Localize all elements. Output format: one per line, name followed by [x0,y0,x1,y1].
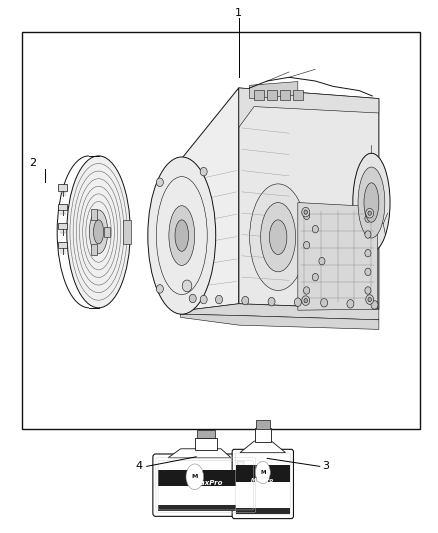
Ellipse shape [366,295,374,304]
Ellipse shape [242,296,249,305]
Ellipse shape [89,210,108,254]
Polygon shape [180,88,239,311]
Ellipse shape [304,287,310,294]
FancyBboxPatch shape [153,454,259,516]
Ellipse shape [365,287,371,294]
Bar [91,244,97,255]
Polygon shape [180,314,379,329]
Bar [58,204,67,210]
Bar [58,184,67,191]
Bar [124,220,131,244]
Bar [195,438,217,450]
Ellipse shape [365,268,371,276]
Text: 2: 2 [29,158,36,167]
Bar [104,227,110,237]
Text: 1: 1 [235,9,242,18]
Bar [236,508,290,514]
Polygon shape [210,88,379,166]
Ellipse shape [368,211,371,215]
Ellipse shape [67,156,131,308]
Ellipse shape [215,295,223,304]
Ellipse shape [189,294,196,303]
Ellipse shape [169,206,194,265]
Bar [158,505,254,511]
Ellipse shape [304,212,310,220]
Bar [280,90,290,100]
Ellipse shape [250,184,307,290]
Polygon shape [250,82,298,99]
Ellipse shape [368,297,371,302]
Ellipse shape [304,241,310,249]
Ellipse shape [365,215,371,222]
FancyBboxPatch shape [237,461,244,482]
Text: 4: 4 [135,462,142,471]
Bar [255,429,271,442]
Text: MaxPro: MaxPro [194,480,223,487]
Ellipse shape [371,301,378,309]
Ellipse shape [365,249,371,257]
Ellipse shape [302,296,310,305]
Ellipse shape [255,461,270,483]
Ellipse shape [364,183,379,222]
Ellipse shape [93,220,104,244]
Polygon shape [298,203,378,310]
Ellipse shape [182,280,192,292]
Ellipse shape [186,464,204,489]
Bar [236,482,290,514]
Ellipse shape [366,208,374,218]
Polygon shape [239,88,379,309]
Text: M: M [191,474,198,479]
Bar [22,32,420,429]
Ellipse shape [261,203,296,272]
Bar [197,430,215,438]
Ellipse shape [268,297,275,306]
Polygon shape [180,304,379,320]
Ellipse shape [200,167,207,176]
Ellipse shape [200,295,207,304]
Bar [267,90,277,100]
Ellipse shape [353,153,390,252]
Text: M: M [260,470,265,475]
Text: MaxPro: MaxPro [251,478,274,483]
Ellipse shape [156,178,163,187]
Ellipse shape [294,298,301,306]
Ellipse shape [304,298,307,303]
Ellipse shape [312,273,318,281]
Ellipse shape [365,231,371,238]
Ellipse shape [312,225,318,233]
FancyBboxPatch shape [232,449,293,519]
Bar [158,470,254,488]
Bar [91,209,97,220]
Polygon shape [240,441,286,453]
FancyBboxPatch shape [233,455,249,487]
Bar [293,90,303,100]
Ellipse shape [148,157,215,314]
Ellipse shape [269,220,287,255]
Text: 3: 3 [322,462,329,471]
Bar [58,223,67,229]
Bar [158,486,254,511]
Ellipse shape [319,257,325,265]
Ellipse shape [304,210,307,214]
Ellipse shape [175,220,188,251]
Bar [236,465,290,484]
Ellipse shape [321,298,328,307]
Bar [256,420,270,429]
Ellipse shape [358,167,385,238]
Ellipse shape [156,285,163,293]
Ellipse shape [302,207,310,217]
Polygon shape [168,449,231,458]
Ellipse shape [347,300,354,308]
Bar [254,90,264,100]
Bar [58,242,67,248]
